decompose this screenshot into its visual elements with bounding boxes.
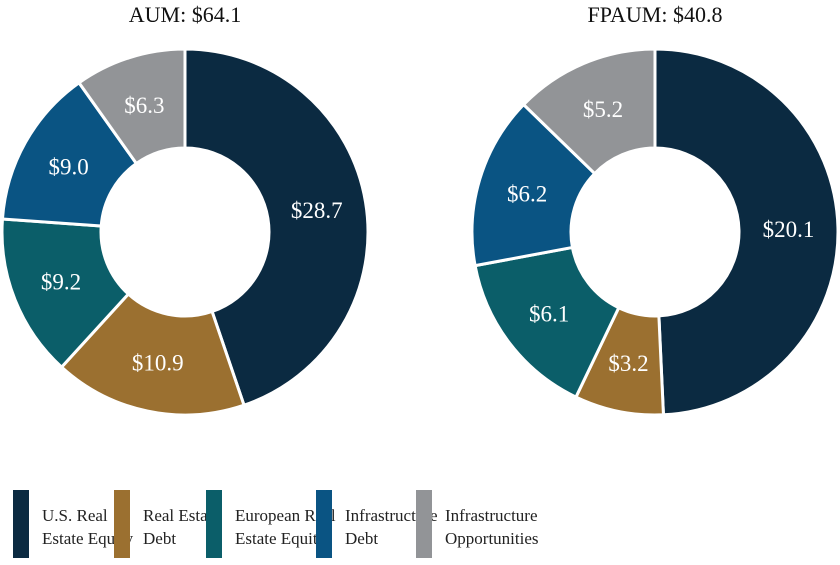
fpaum-donut: $20.1 $3.2 $6.1 $6.2 $5.2 bbox=[470, 47, 840, 417]
donut-slice bbox=[59, 291, 246, 417]
donut-slice bbox=[521, 47, 657, 176]
aum-donut: $28.7 $10.9 $9.2 $9.0 $6.3 bbox=[0, 47, 370, 417]
slice-data-label: $28.7 bbox=[291, 198, 343, 223]
slice-data-label: $20.1 bbox=[763, 217, 815, 242]
donut-slice bbox=[0, 217, 131, 370]
legend-label: Infrastructure Debt bbox=[345, 506, 438, 548]
legend-swatch bbox=[316, 490, 332, 558]
donut-slice bbox=[653, 47, 840, 417]
slice-data-label: $6.3 bbox=[124, 93, 164, 118]
slice-data-label: $3.2 bbox=[608, 351, 648, 376]
legend-swatch bbox=[114, 490, 130, 558]
donut-charts: $28.7$10.9$9.2$9.0$6.3$20.1$3.2$6.1$6.2$… bbox=[0, 47, 840, 417]
slice-data-label: $6.1 bbox=[529, 301, 569, 326]
legend-label: Infrastructure Opportunities bbox=[445, 506, 539, 548]
donut-slice bbox=[183, 47, 370, 408]
slice-data-label: $5.2 bbox=[583, 97, 623, 122]
donut-slice bbox=[473, 245, 621, 400]
slice-data-label: $6.2 bbox=[507, 181, 547, 206]
donut-slice bbox=[76, 47, 187, 166]
slice-data-label: $10.9 bbox=[132, 351, 184, 376]
aum-chart-title: AUM: $64.1 bbox=[128, 2, 242, 27]
slice-data-label: $9.0 bbox=[49, 155, 89, 180]
fpaum-chart-title: FPAUM: $40.8 bbox=[587, 2, 723, 27]
legend-swatch bbox=[13, 490, 29, 558]
legend-swatch bbox=[206, 490, 222, 558]
slice-data-label: $9.2 bbox=[41, 269, 81, 294]
legend-swatch bbox=[416, 490, 432, 558]
